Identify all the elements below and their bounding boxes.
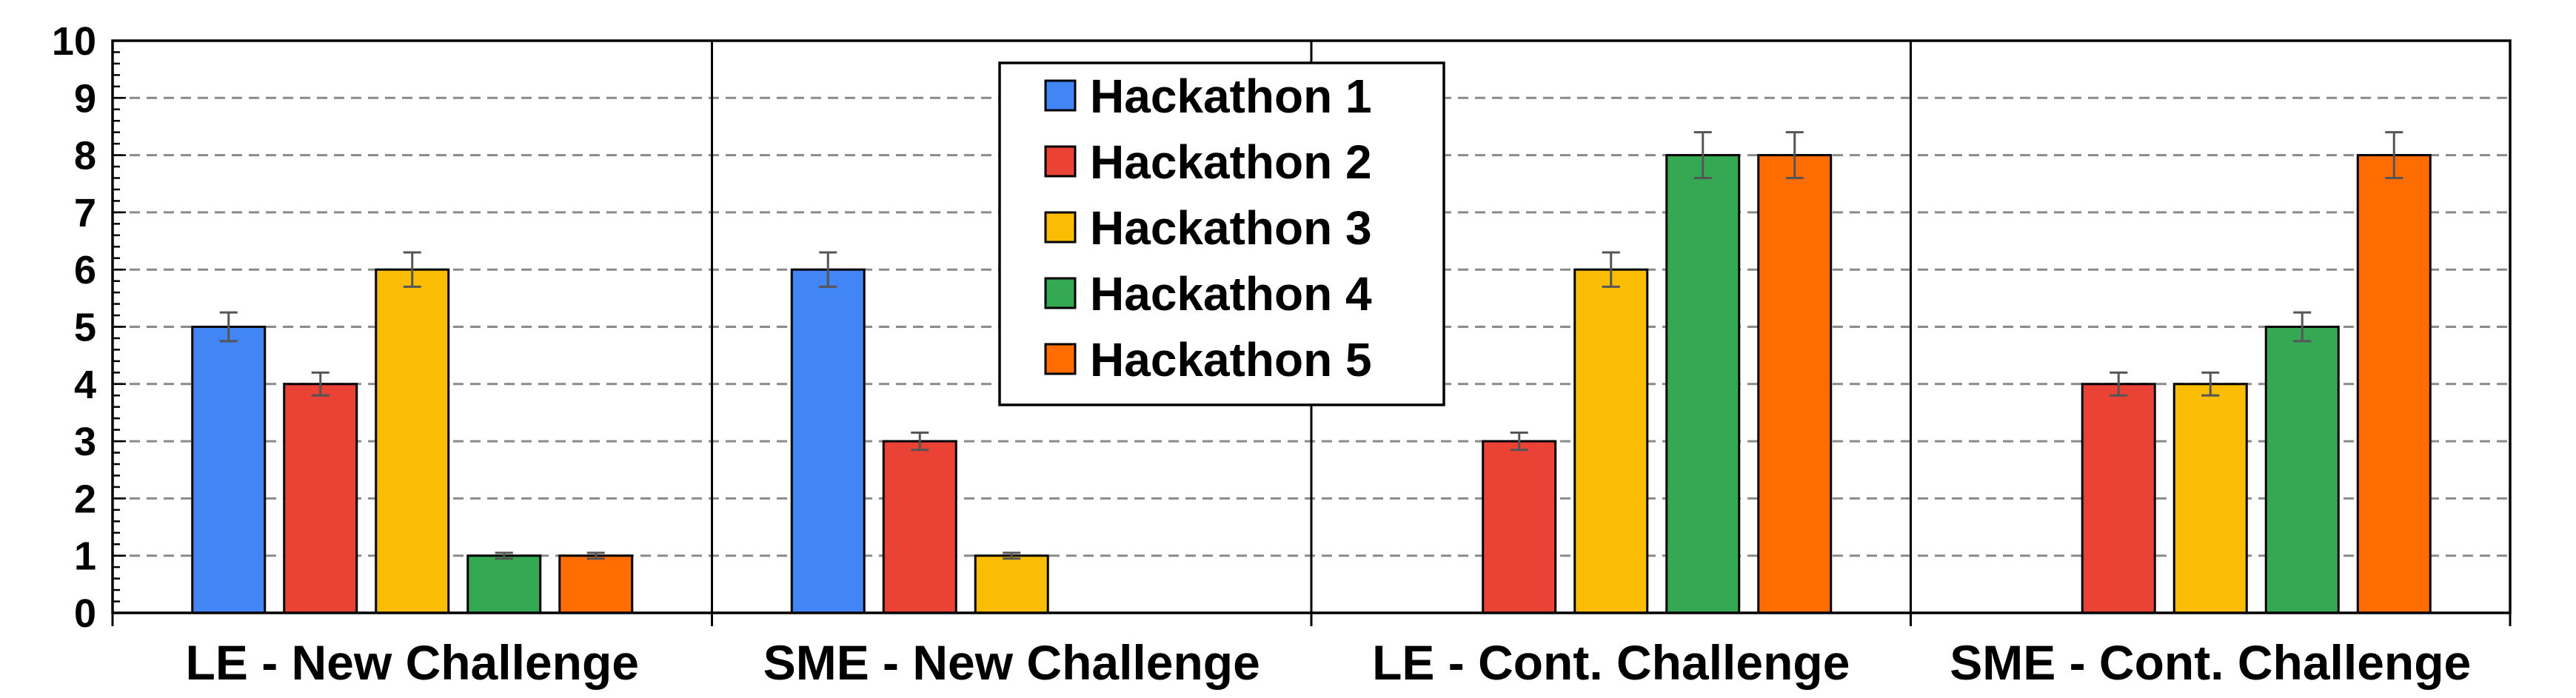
- y-tick-label: 5: [74, 306, 96, 350]
- bar-hackathon-3: [375, 268, 450, 614]
- legend-label: Hackathon 1: [1090, 70, 1372, 123]
- plot-frame: [111, 39, 2512, 614]
- legend-swatch: [1044, 79, 1077, 112]
- legend-label: Hackathon 3: [1090, 201, 1372, 255]
- y-tick-label: 8: [74, 134, 96, 178]
- y-tick-label: 1: [74, 534, 96, 579]
- y-tick-label: 3: [74, 420, 96, 464]
- bar-hackathon-3: [974, 554, 1049, 614]
- x-category-label: SME - Cont. Challenge: [1950, 635, 2471, 690]
- x-category-label: LE - Cont. Challenge: [1372, 635, 1850, 690]
- legend-swatch: [1044, 343, 1077, 375]
- bar-hackathon-4: [2264, 326, 2340, 614]
- bar-hackathon-1: [191, 326, 267, 614]
- bar-hackathon-5: [2356, 154, 2432, 614]
- bar-hackathon-2: [2081, 383, 2156, 614]
- legend-swatch: [1044, 145, 1077, 178]
- legend-label: Hackathon 4: [1090, 267, 1372, 321]
- x-category-label: SME - New Challenge: [763, 635, 1260, 690]
- bar-hackathon-2: [882, 440, 957, 614]
- bar-hackathon-4: [466, 554, 542, 614]
- legend-label: Hackathon 5: [1090, 333, 1372, 386]
- y-tick-label: 7: [74, 191, 96, 235]
- y-tick-label: 6: [74, 248, 96, 292]
- bar-hackathon-4: [1665, 154, 1741, 614]
- legend-label: Hackathon 2: [1090, 135, 1372, 189]
- legend-swatch: [1044, 211, 1077, 244]
- y-tick-label: 10: [52, 19, 96, 64]
- legend-swatch: [1044, 277, 1077, 309]
- y-tick-label: 2: [74, 477, 96, 521]
- bar-hackathon-3: [2172, 383, 2248, 614]
- y-tick-label: 0: [74, 591, 96, 636]
- bar-hackathon-3: [1573, 268, 1649, 614]
- bar-hackathon-1: [790, 268, 866, 614]
- y-tick-label: 4: [74, 363, 96, 407]
- bar-hackathon-5: [1757, 154, 1833, 614]
- bar-hackathon-5: [558, 554, 634, 614]
- y-tick-label: 9: [74, 76, 96, 121]
- bar-hackathon-2: [283, 383, 358, 614]
- bar-hackathon-2: [1482, 440, 1557, 614]
- legend: Hackathon 1 Hackathon 2 Hackathon 3 Hackath…: [998, 61, 1445, 406]
- x-category-label: LE - New Challenge: [186, 635, 639, 690]
